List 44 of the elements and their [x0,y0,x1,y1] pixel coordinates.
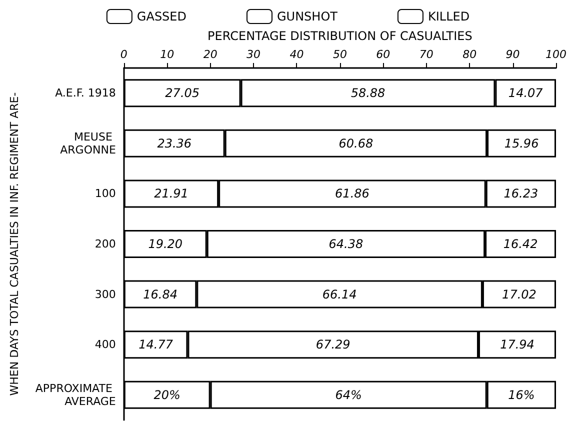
data-label: 58.88 [350,86,386,100]
data-label: 66.14 [322,287,357,302]
x-tick-label: 40 [290,48,304,61]
data-label: 20% [154,388,180,402]
y-tick-label: A.E.F. 1918 [55,86,116,100]
x-tick-label: 20 [203,48,218,61]
data-label: 61.86 [335,186,370,201]
y-tick-label: 200 [94,238,116,250]
data-label: 16% [508,388,535,402]
y-tick-label: 400 [94,338,116,352]
data-label: 23.36 [157,136,192,150]
legend-label: KILLED [428,10,470,24]
data-label: 16.84 [143,287,178,302]
data-label: 16.42 [503,237,538,251]
data-label: 67.29 [316,338,350,352]
data-label: 14.77 [138,338,174,352]
data-label: 27.05 [165,86,200,100]
data-label: 15.96 [504,136,540,150]
x-tick-label: 50 [332,48,347,61]
x-tick-label: 10 [160,48,174,61]
x-tick-label: 70 [419,48,434,61]
data-label: 16.23 [504,186,538,201]
legend-label: GASSED [136,10,187,24]
x-tick-label: 80 [462,48,477,61]
data-label: 17.94 [500,338,534,352]
x-tick-label: 0 [120,48,128,61]
x-axis-title: PERCENTAGE DISTRIBUTION OF CASUALTIES [208,29,472,43]
data-label: 14.07 [508,86,544,100]
data-label: 17.02 [502,287,536,302]
data-label: 19.20 [148,237,183,251]
data-label: 64% [335,388,362,402]
x-tick-label: 60 [376,48,390,61]
x-tick-label: 90 [506,48,520,61]
y-tick-label: APPROXIMATE AVERAGE [35,382,116,408]
y-axis-title: WHEN DAYS TOTAL CASUALTIES IN INF. REGIMENT ARE- [8,92,21,396]
data-label: 60.68 [338,136,374,150]
x-tick-label: 30 [246,48,261,61]
data-label: 21.91 [154,186,188,201]
data-label: 64.38 [328,237,364,251]
y-tick-label: 100 [94,187,116,200]
legend-label: GUNSHOT [276,10,338,24]
y-tick-label: MEUSE ARGONNE [60,130,116,156]
x-tick-label: 100 [546,48,566,61]
y-tick-label: 300 [94,288,116,301]
